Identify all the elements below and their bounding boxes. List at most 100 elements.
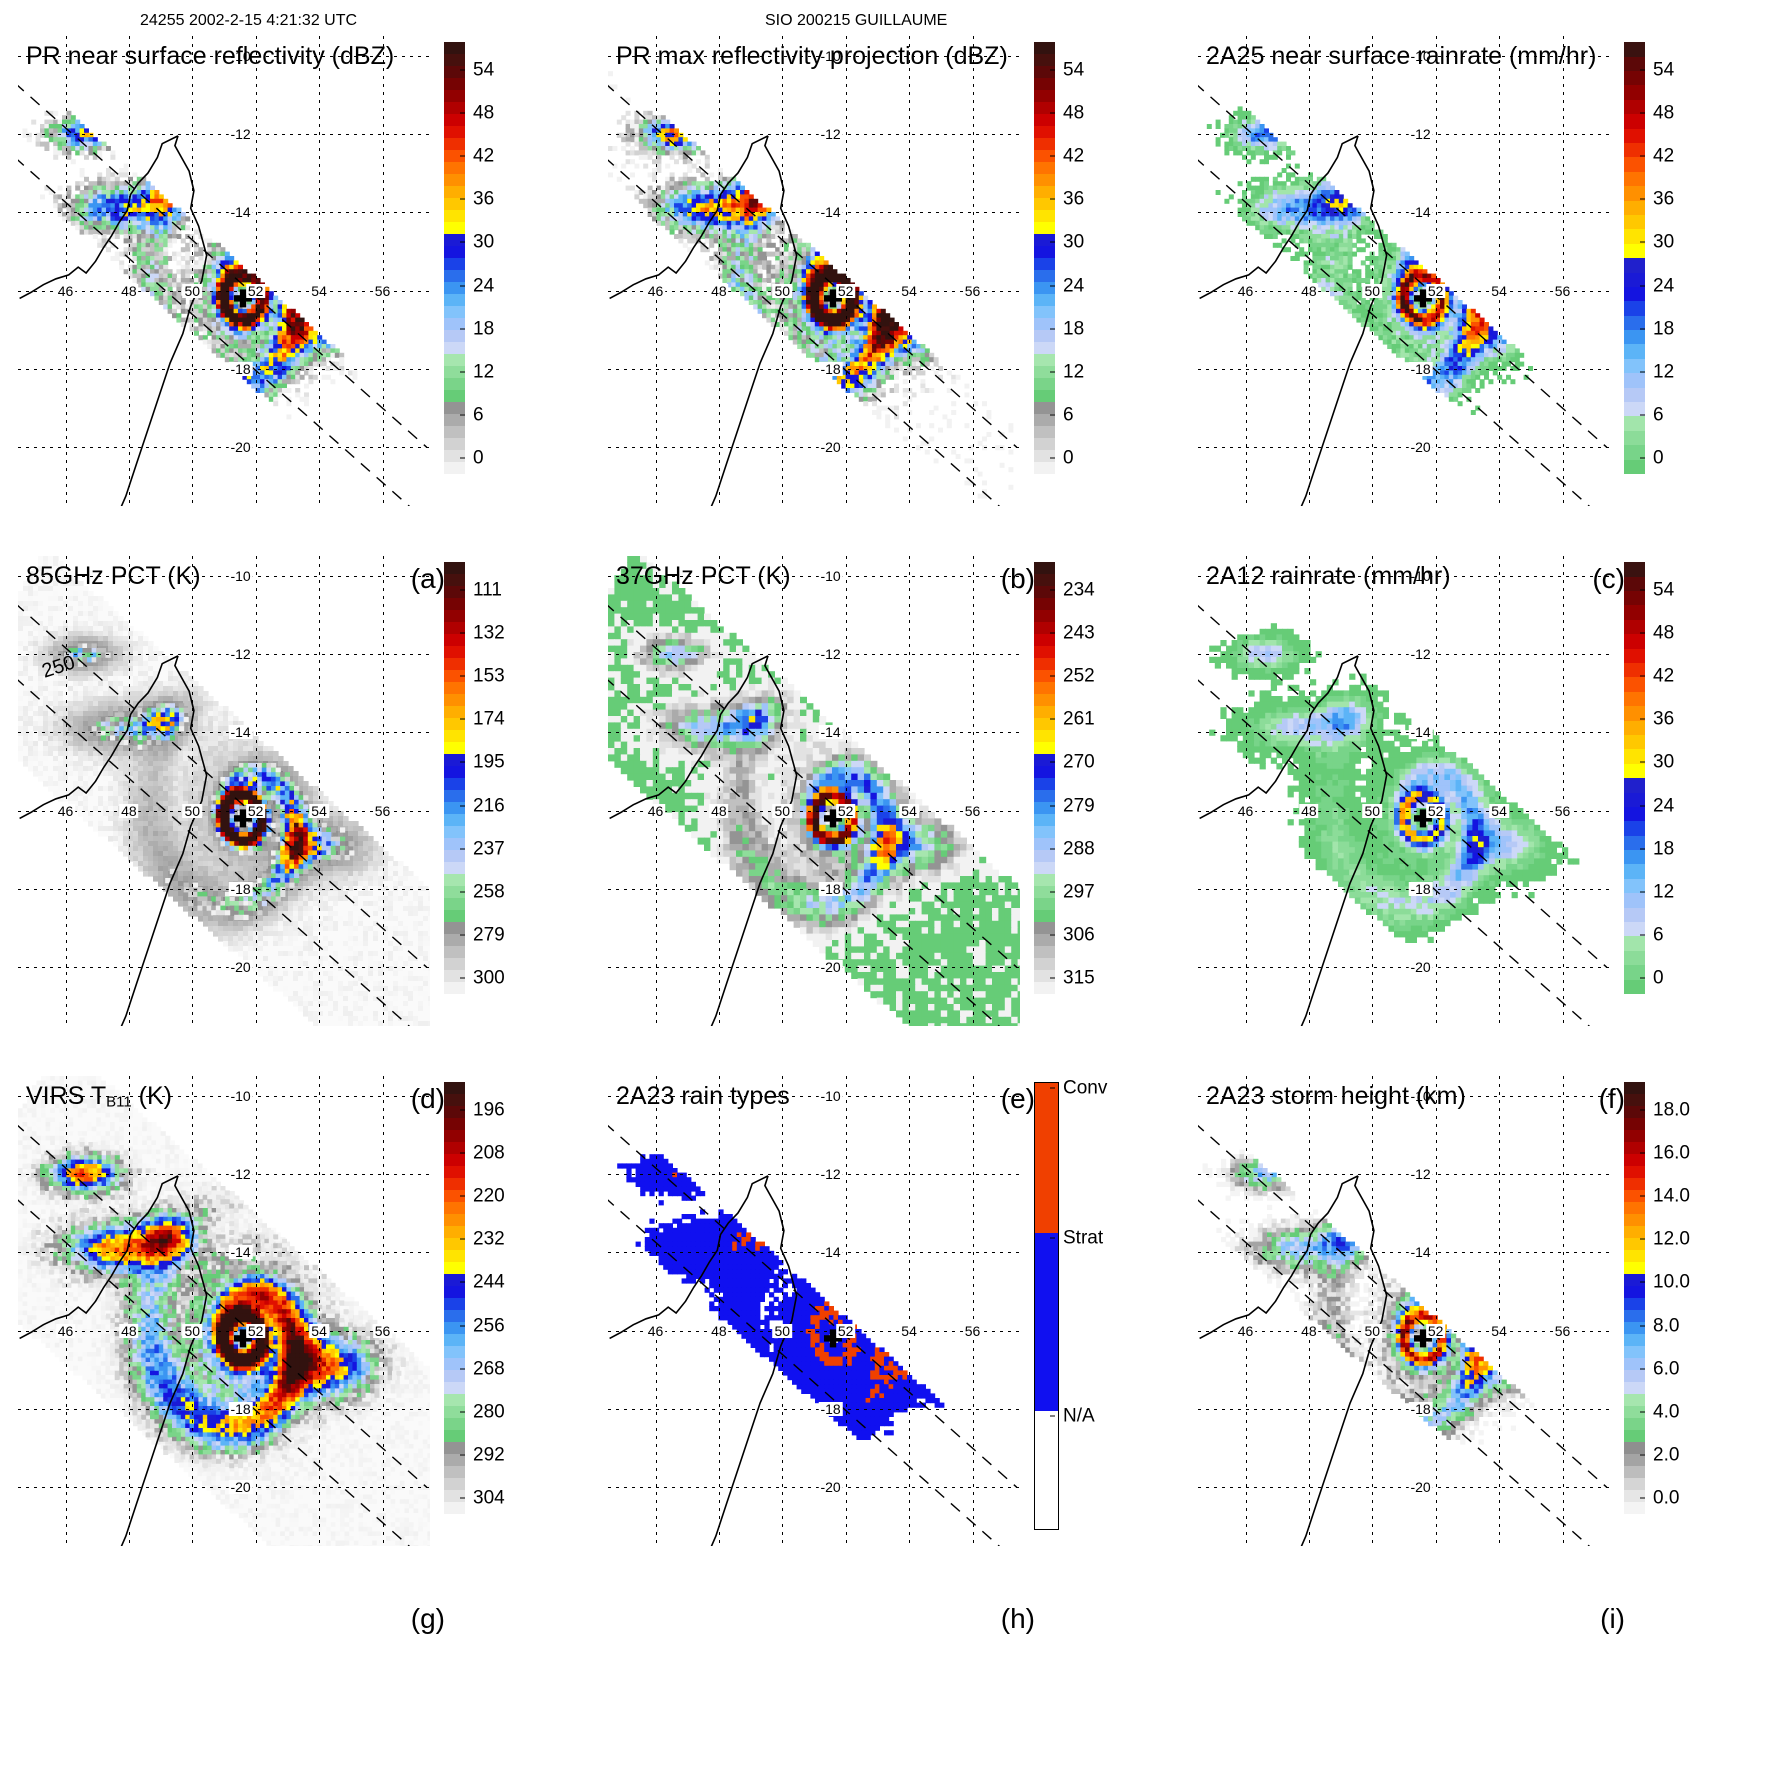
- colorbar-swatch: [444, 210, 465, 222]
- colorbar-tick: 12: [459, 363, 494, 382]
- colorbar-swatch: [444, 1178, 465, 1190]
- colorbar-swatch: [1624, 576, 1645, 592]
- panel-g-map[interactable]: -10 -12 -14 -18 -20 46 48 50 52 54 56: [18, 1076, 430, 1546]
- colorbar-tick: 48: [1639, 103, 1674, 122]
- colorbar-tick: 234: [1050, 580, 1095, 599]
- colorbar-swatch: [1034, 670, 1055, 682]
- colorbar-swatch: [444, 318, 465, 330]
- panel-c-title: 2A25 near surface rainrate (mm/hr): [1206, 42, 1596, 71]
- panel-b: -10 -12 -14 -18 -20 46 48 50 52 54 56 PR max reflec…: [590, 28, 1180, 609]
- colorbar-swatch: [1624, 1274, 1645, 1286]
- colorbar-swatch: [444, 1454, 465, 1466]
- panel-c-map[interactable]: -10 -12 -14 -18 -20 46 48 50 52 54 56: [1198, 36, 1610, 506]
- panel-b-map[interactable]: -10 -12 -14 -18 -20 46 48 50 52 54 56: [608, 36, 1020, 506]
- colorbar-swatch: [1624, 430, 1645, 446]
- colorbar-swatch: [1034, 42, 1055, 54]
- colorbar-tick: 18: [1639, 839, 1674, 858]
- colorbar-tick: 261: [1050, 710, 1095, 729]
- colorbar-swatch: [1624, 1394, 1645, 1406]
- colorbar-swatch: [444, 622, 465, 634]
- colorbar-tick: 216: [460, 796, 505, 815]
- panel-f-map[interactable]: -10 -12 -14 -18 -20 46 48 50 52 54 56: [1198, 556, 1610, 1026]
- panel-a-map[interactable]: -10 -12 -14 -18 -20 46 48 50 52 54 56: [18, 36, 430, 506]
- panel-d-map[interactable]: -10 -12 -14 -18 -20 46 48 50 52 54 56: [18, 556, 430, 1026]
- colorbar-swatch: [444, 42, 465, 54]
- map-data-layer: [1198, 84, 1608, 506]
- colorbar-tick: 14.0: [1640, 1187, 1690, 1206]
- colorbar-swatch: [1624, 806, 1645, 822]
- colorbar-swatch: [1624, 214, 1645, 230]
- colorbar-swatch: [1624, 677, 1645, 692]
- colorbar-swatch: [1034, 342, 1055, 354]
- colorbar-swatch: [444, 778, 465, 790]
- colorbar-swatch: [1624, 358, 1645, 374]
- colorbar-swatch: [1624, 562, 1645, 577]
- colorbar-swatch: [444, 886, 465, 898]
- colorbar-swatch: [1624, 85, 1645, 100]
- colorbar-tick: 48: [1639, 623, 1674, 642]
- panel-h-map[interactable]: -10 -12 -14 -18 -20 46 48 50 52 54 56: [608, 1076, 1020, 1546]
- colorbar-swatch: [1034, 706, 1055, 718]
- colorbar-swatch: [1624, 1490, 1645, 1502]
- colorbar-tick: 196: [460, 1100, 505, 1119]
- panel-e-colorbar-wrap: 234 243 252 261 270 279 288 297 306 315: [1028, 556, 1158, 1026]
- colorbar-swatch: [1624, 1322, 1645, 1334]
- colorbar-swatch: [444, 934, 465, 946]
- colorbar-tick: 279: [460, 926, 505, 945]
- panel-i-map[interactable]: -10 -12 -14 -18 -20 46 48 50 52 54 56: [1198, 1076, 1610, 1546]
- colorbar-swatch: [1034, 126, 1055, 138]
- colorbar-tick: 111: [460, 580, 502, 599]
- colorbar-swatch: [444, 766, 465, 778]
- panel-a: -10 -12 -14 -18 -20 46 48 50 52 54 56 PR near surfa…: [0, 28, 590, 609]
- colorbar-swatch: [1624, 648, 1645, 664]
- colorbar-swatch: [1624, 691, 1645, 707]
- colorbar-swatch: [1624, 605, 1645, 620]
- colorbar-swatch: [444, 222, 465, 234]
- colorbar-swatch: [444, 378, 465, 390]
- map-data-layer: [18, 556, 430, 1026]
- colorbar-tick: 0: [1050, 449, 1074, 468]
- colorbar-swatch: [444, 874, 465, 886]
- header-storm-id: SIO 200215 GUILLAUME: [765, 12, 947, 30]
- colorbar-swatch: [1034, 426, 1055, 438]
- colorbar-swatch: [444, 718, 465, 730]
- colorbar-swatch: [444, 1082, 465, 1094]
- colorbar-tick: 16.0: [1640, 1143, 1690, 1162]
- colorbar-tick: 252: [1050, 667, 1095, 686]
- colorbar-swatch: [1034, 778, 1055, 790]
- panel-e-letter: (e): [1001, 1083, 1035, 1115]
- colorbar-swatch: [444, 922, 465, 934]
- colorbar-tick: 6.0: [1639, 1359, 1679, 1378]
- colorbar-swatch: [444, 706, 465, 718]
- colorbar-swatch: [444, 450, 465, 462]
- panel-e-map[interactable]: -10 -12 -14 -18 -20 46 48 50 52 54 56: [608, 556, 1020, 1026]
- colorbar-swatch: [444, 826, 465, 838]
- colorbar-swatch: [1624, 591, 1645, 606]
- colorbar-swatch: [1624, 387, 1645, 403]
- colorbar-tick: 36: [1049, 190, 1084, 209]
- colorbar-swatch: [444, 342, 465, 354]
- panel-f-letter: (f): [1599, 1083, 1625, 1115]
- colorbar-tick: 12: [1639, 363, 1674, 382]
- colorbar-swatch: [1624, 864, 1645, 879]
- colorbar-tick: Strat: [1049, 1229, 1103, 1248]
- colorbar-tick: 220: [460, 1187, 505, 1206]
- colorbar-tick: 306: [1050, 926, 1095, 945]
- colorbar-swatch: [1034, 318, 1055, 330]
- colorbar-swatch: [1034, 610, 1055, 622]
- colorbar-swatch: [1034, 862, 1055, 874]
- colorbar-swatch: [1034, 462, 1055, 474]
- colorbar-swatch: [444, 354, 465, 366]
- colorbar-tick: 0: [1640, 969, 1664, 988]
- colorbar-swatch: [1034, 958, 1055, 970]
- colorbar-swatch: [1624, 720, 1645, 735]
- colorbar-swatch: [444, 1442, 465, 1454]
- legend-swatch: [1035, 1411, 1058, 1529]
- colorbar-swatch: [444, 366, 465, 378]
- colorbar-swatch: [1624, 1142, 1645, 1154]
- colorbar-swatch: [444, 78, 465, 90]
- colorbar-swatch: [1034, 574, 1055, 586]
- colorbar-tick: 6: [1640, 406, 1664, 425]
- colorbar-swatch: [1624, 459, 1645, 474]
- colorbar-swatch: [444, 234, 465, 246]
